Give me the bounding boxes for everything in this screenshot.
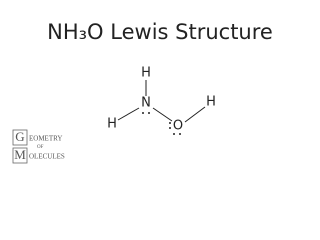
logo-word: OLECULES <box>29 153 65 161</box>
logo-box <box>12 129 28 146</box>
logo-initial: M <box>14 147 26 162</box>
logo: G EOMETRY OF M OLECULES <box>12 129 65 164</box>
atom: H <box>206 95 216 110</box>
diagram: NH₃O Lewis Structure H N H O H G EOMETRY… <box>0 0 320 180</box>
logo-word: EOMETRY <box>29 135 62 143</box>
bond <box>184 106 206 123</box>
logo-word: OF <box>37 145 44 150</box>
atom: N <box>141 96 151 111</box>
logo-initial: G <box>15 129 24 144</box>
atom: O <box>173 119 183 134</box>
logo-box <box>12 147 28 164</box>
bond <box>152 107 173 122</box>
atom: H <box>107 117 117 132</box>
background <box>0 0 320 180</box>
title: NH₃O Lewis Structure <box>47 20 273 44</box>
bond <box>117 107 140 121</box>
lone-pairs <box>142 112 181 135</box>
atom: H <box>141 66 151 81</box>
